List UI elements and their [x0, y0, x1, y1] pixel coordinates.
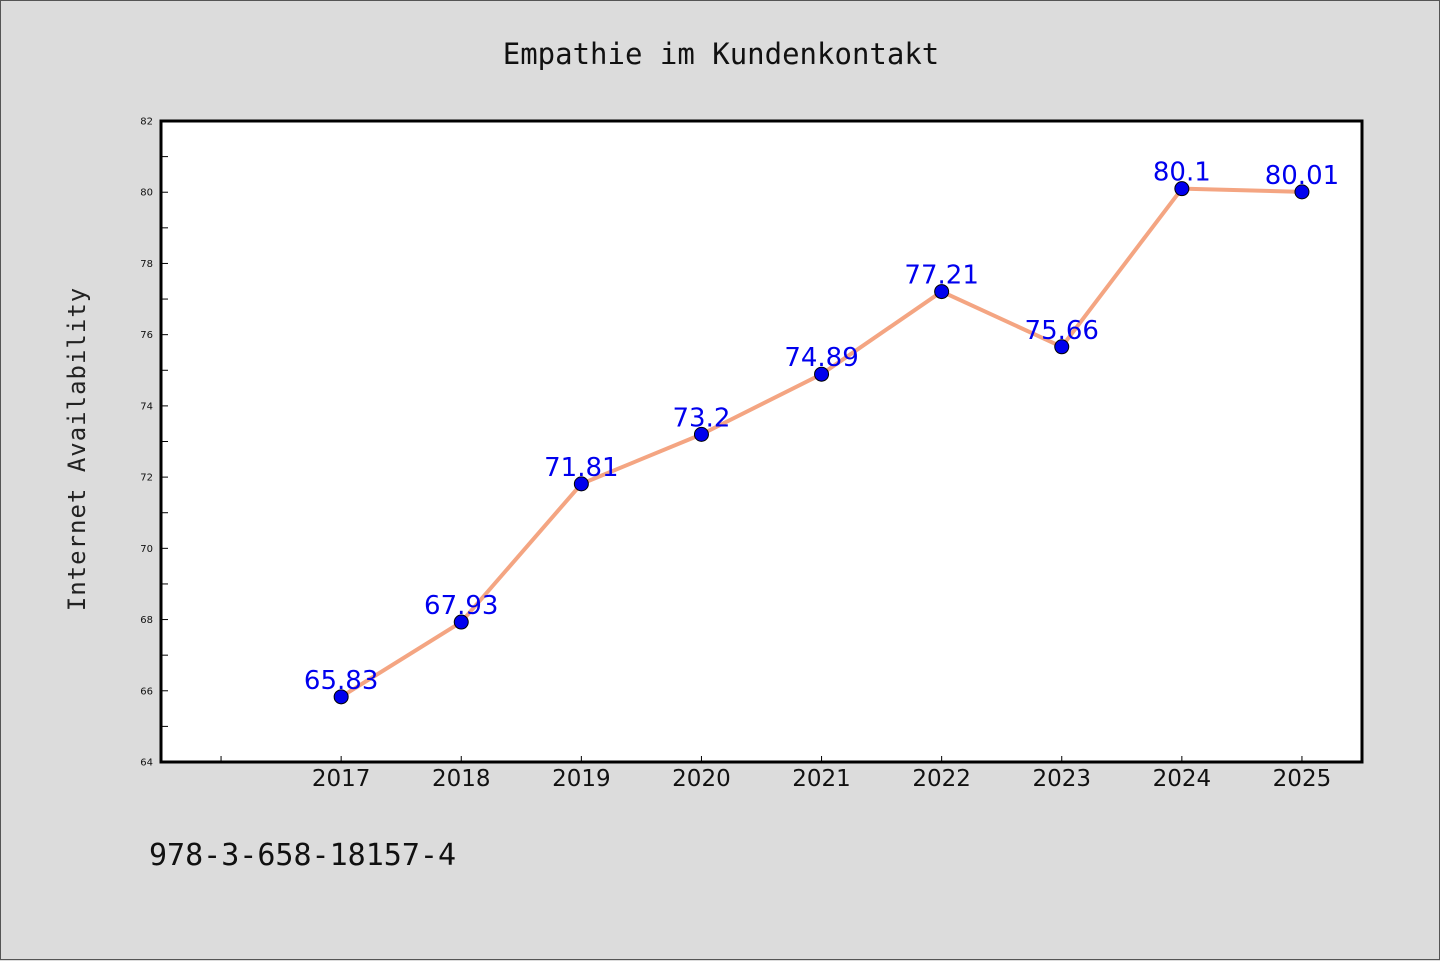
x-tick-label: 2018 [432, 766, 491, 792]
data-point [1174, 181, 1190, 197]
data-label: 80.01 [1265, 161, 1339, 191]
x-tick-label: 2023 [1032, 766, 1091, 792]
y-axis: 64 66 68 70 72 74 76 78 80 82 [140, 117, 168, 769]
x-tick-label: 2021 [792, 766, 851, 792]
data-point [814, 366, 830, 382]
x-tick-label: 2019 [552, 766, 611, 792]
plot-area [159, 119, 1364, 764]
y-tick-label: 82 [140, 117, 153, 128]
y-tick-label: 80 [140, 188, 153, 199]
x-tick-label: 2025 [1273, 766, 1332, 792]
series-layer: 65.83 67.93 71.81 73.2 74.89 77.21 75.66 80.1 80… [304, 158, 1339, 705]
data-label: 74.89 [784, 343, 858, 373]
data-point [333, 689, 349, 705]
x-tick-label: 2017 [312, 766, 371, 792]
y-tick-label: 66 [140, 686, 153, 697]
footer-isbn: 978-3-658-18157-4 [149, 838, 456, 873]
y-tick-label: 68 [140, 615, 153, 626]
data-point [693, 426, 709, 442]
data-point [934, 284, 950, 300]
y-tick-label: 74 [140, 401, 153, 412]
x-axis: 2017 2018 2019 2020 2021 2022 2023 2024 2025 [220, 756, 1332, 792]
data-point [1294, 184, 1310, 200]
y-tick-label: 76 [140, 330, 153, 341]
y-tick-label: 70 [140, 544, 153, 555]
data-label: 71.81 [544, 453, 618, 483]
x-tick-label: 2022 [912, 766, 971, 792]
data-point [573, 476, 589, 492]
data-label: 73.2 [673, 403, 731, 433]
data-label: 75.66 [1025, 316, 1099, 346]
data-label: 67.93 [424, 591, 498, 621]
y-tick-label: 72 [140, 473, 153, 484]
data-point [1054, 339, 1070, 355]
y-tick-label: 64 [140, 758, 153, 769]
y-tick-label: 78 [140, 259, 153, 270]
data-label: 65.83 [304, 666, 378, 696]
chart-title: Empathie im Kundenkontakt [503, 37, 940, 71]
x-tick-label: 2024 [1153, 766, 1212, 792]
data-label: 77.21 [904, 261, 978, 291]
data-label: 80.1 [1153, 158, 1211, 188]
data-point [453, 614, 469, 630]
x-tick-label: 2020 [672, 766, 731, 792]
y-axis-label: Internet Availability [63, 287, 91, 611]
